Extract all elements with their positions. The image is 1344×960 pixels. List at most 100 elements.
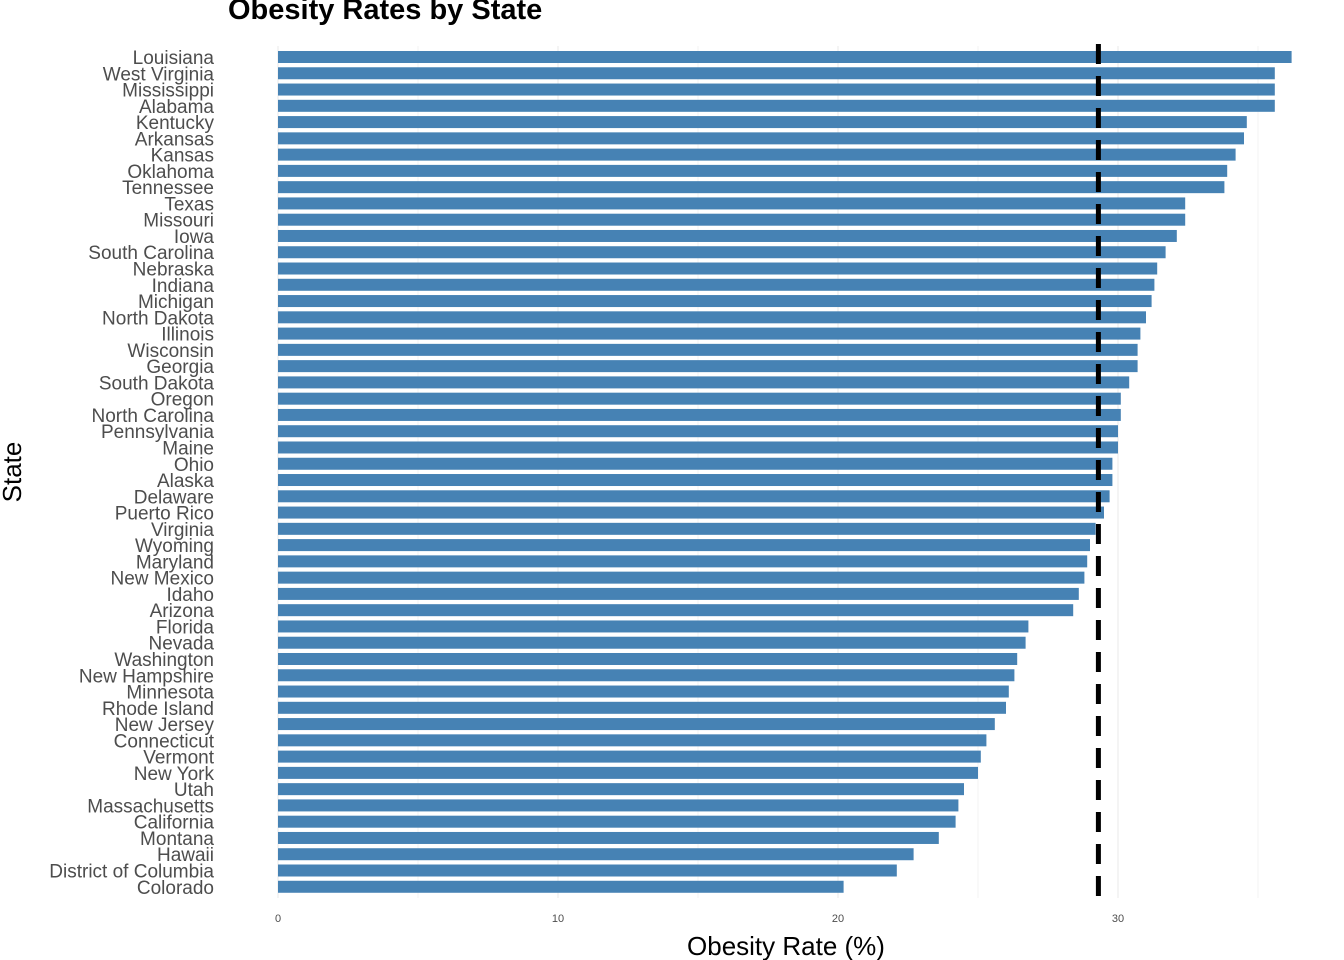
y-tick-label: Utah bbox=[174, 780, 214, 801]
bar bbox=[278, 522, 1096, 535]
y-tick-label: Kentucky bbox=[136, 113, 215, 134]
bar bbox=[278, 392, 1121, 405]
bar bbox=[278, 67, 1275, 80]
y-tick-label: West Virginia bbox=[103, 64, 215, 85]
bar bbox=[278, 148, 1236, 161]
bar bbox=[278, 51, 1292, 63]
y-tick-label: Washington bbox=[114, 650, 214, 671]
x-tick-labels: 0 10 20 30 bbox=[275, 913, 1124, 925]
y-tick-label: Rhode Island bbox=[102, 699, 214, 720]
y-tick-label: Oregon bbox=[151, 390, 214, 411]
bar bbox=[278, 864, 897, 877]
y-tick-label: Colorado bbox=[137, 878, 214, 899]
y-tick-label: Illinois bbox=[161, 325, 214, 346]
bar bbox=[278, 376, 1130, 389]
bar bbox=[278, 685, 1009, 698]
y-tick-label: Hawaii bbox=[157, 845, 214, 866]
y-tick-label: Massachusetts bbox=[87, 796, 214, 817]
bar bbox=[278, 197, 1186, 210]
y-tick-label: Indiana bbox=[152, 276, 215, 297]
y-tick-label: Montana bbox=[140, 829, 214, 850]
bar bbox=[278, 278, 1155, 291]
x-tick-label: 30 bbox=[1112, 913, 1124, 925]
bar bbox=[278, 880, 844, 893]
y-tick-label: North Dakota bbox=[102, 308, 214, 329]
y-tick-label: Alaska bbox=[157, 471, 214, 492]
y-tick-label: New York bbox=[134, 764, 215, 785]
y-tick-label: Iowa bbox=[174, 227, 215, 248]
y-tick-label: Maryland bbox=[136, 552, 214, 573]
y-tick-label: Arkansas bbox=[135, 129, 214, 150]
y-tick-label: Michigan bbox=[138, 292, 214, 313]
bar bbox=[278, 425, 1118, 438]
bar bbox=[278, 116, 1247, 129]
y-tick-label: Pennsylvania bbox=[101, 422, 214, 443]
bar bbox=[278, 555, 1088, 568]
bar bbox=[278, 604, 1074, 617]
bar bbox=[278, 815, 956, 828]
chart-title: Obesity Rates by State bbox=[228, 0, 543, 26]
bar bbox=[278, 652, 1018, 665]
bar bbox=[278, 408, 1121, 421]
x-tick-label: 0 bbox=[275, 913, 281, 925]
bars bbox=[278, 51, 1292, 893]
y-tick-label: Delaware bbox=[134, 487, 214, 508]
y-tick-label: Mississippi bbox=[122, 81, 214, 102]
bar bbox=[278, 701, 1006, 714]
y-tick-label: Alabama bbox=[139, 97, 214, 118]
bar bbox=[278, 734, 987, 747]
bar bbox=[278, 718, 995, 731]
y-tick-label: Georgia bbox=[146, 357, 214, 378]
bar bbox=[278, 571, 1085, 584]
bar bbox=[278, 99, 1275, 112]
y-tick-label: Wyoming bbox=[135, 536, 214, 557]
y-tick-label: Puerto Rico bbox=[115, 504, 214, 525]
bar bbox=[278, 669, 1015, 682]
y-tick-label: Louisiana bbox=[133, 48, 215, 69]
bar bbox=[278, 229, 1177, 242]
y-tick-label: Ohio bbox=[174, 455, 214, 476]
y-tick-label: Maine bbox=[162, 438, 214, 459]
bar bbox=[278, 539, 1090, 552]
bar bbox=[278, 246, 1166, 259]
bar bbox=[278, 132, 1244, 145]
y-tick-label: Texas bbox=[164, 194, 214, 215]
y-tick-label: Idaho bbox=[166, 585, 214, 606]
bar bbox=[278, 262, 1158, 275]
y-tick-label: New Hampshire bbox=[79, 666, 214, 687]
bar bbox=[278, 213, 1186, 226]
bar bbox=[278, 164, 1228, 177]
bar bbox=[278, 474, 1113, 487]
y-tick-label: California bbox=[134, 813, 215, 834]
bar bbox=[278, 831, 939, 844]
bar bbox=[278, 587, 1079, 600]
bar bbox=[278, 343, 1138, 356]
x-tick-label: 20 bbox=[832, 913, 844, 925]
y-tick-label: Virginia bbox=[151, 520, 214, 541]
bar bbox=[278, 848, 914, 861]
bar bbox=[278, 766, 978, 779]
bar bbox=[278, 360, 1138, 373]
bar bbox=[278, 83, 1275, 96]
y-axis-title: State bbox=[0, 442, 27, 503]
y-tick-label: District of Columbia bbox=[49, 862, 214, 883]
bar bbox=[278, 327, 1141, 340]
bar bbox=[278, 490, 1110, 503]
y-tick-label: South Carolina bbox=[88, 243, 214, 264]
y-tick-label: Connecticut bbox=[114, 731, 215, 752]
y-tick-label: South Dakota bbox=[99, 373, 215, 394]
bar bbox=[278, 441, 1118, 454]
bar bbox=[278, 636, 1026, 649]
bar bbox=[278, 311, 1146, 324]
y-tick-label: Minnesota bbox=[126, 683, 214, 704]
y-tick-label: Arizona bbox=[150, 601, 215, 622]
bar bbox=[278, 750, 981, 763]
y-tick-label: Wisconsin bbox=[127, 341, 214, 362]
y-tick-label: Nevada bbox=[149, 634, 215, 655]
bar bbox=[278, 620, 1029, 633]
bar bbox=[278, 181, 1225, 194]
bar bbox=[278, 506, 1104, 519]
y-tick-label: Kansas bbox=[151, 146, 214, 167]
